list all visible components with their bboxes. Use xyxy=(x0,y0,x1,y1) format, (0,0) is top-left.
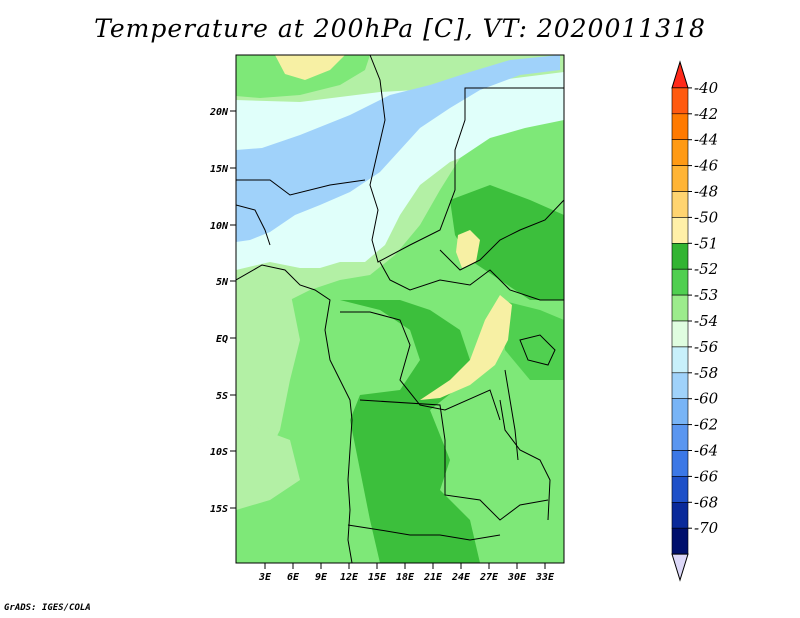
credit-text: GrADS: IGES/COLA xyxy=(4,603,91,613)
lon-label-18e: 18E xyxy=(396,572,415,583)
colorbar-segment xyxy=(671,165,689,192)
lat-label-5s: 5S xyxy=(216,391,228,402)
colorbar-segment xyxy=(671,476,689,503)
map-area xyxy=(236,55,564,563)
colorbar-label: -46 xyxy=(694,157,719,175)
colorbar-label: -54 xyxy=(694,312,718,330)
field-yellow-blob-1 xyxy=(420,295,512,400)
colorbar-label: -60 xyxy=(694,390,719,408)
lat-label-5n: 5N xyxy=(216,277,229,288)
lon-label-27e: 27E xyxy=(479,572,499,583)
lon-label-6e: 6E xyxy=(287,572,300,583)
lake-victoria xyxy=(519,334,556,366)
colorbar-label: -62 xyxy=(694,416,718,434)
lat-label-20n: 20N xyxy=(209,107,229,118)
field-green-east-lake xyxy=(500,300,564,380)
lon-label-24e: 24E xyxy=(451,572,471,583)
lat-label-10s: 10S xyxy=(210,447,228,458)
colorbar-label: -40 xyxy=(694,79,719,97)
field-yellow-blob-2 xyxy=(456,230,480,268)
lat-label-eq: EQ xyxy=(216,334,228,345)
colorbar-label: -64 xyxy=(694,442,718,460)
lon-label-21e: 21E xyxy=(423,572,443,583)
latitude-axis: 20N 15N 10N 5N EQ 5S 10S 15S xyxy=(209,107,236,515)
colorbar-top-arrow xyxy=(671,60,689,89)
lon-label-30e: 30E xyxy=(507,572,527,583)
colorbar-label: -50 xyxy=(694,208,719,226)
field-light-blue xyxy=(236,55,560,242)
lake-tanganyika xyxy=(504,369,519,461)
colorbar-label: -70 xyxy=(694,519,719,537)
colorbar-segment xyxy=(671,243,689,270)
colorbar-label: -53 xyxy=(694,286,718,304)
colorbar-segment xyxy=(671,113,689,141)
lon-label-33e: 33E xyxy=(535,572,555,583)
colorbar-segment xyxy=(671,424,689,451)
map-frame xyxy=(235,54,565,564)
lat-label-15s: 15S xyxy=(210,504,228,515)
colorbar-segment xyxy=(671,268,689,296)
field-dark-green xyxy=(340,300,480,563)
field-lower-light xyxy=(236,420,300,510)
lat-label-10n: 10N xyxy=(210,221,229,232)
lon-label-12e: 12E xyxy=(340,572,359,583)
colorbar-segment xyxy=(671,372,689,399)
lon-label-9e: 9E xyxy=(315,572,328,583)
colorbar-segment xyxy=(671,398,689,425)
colorbar-label: -42 xyxy=(694,105,718,123)
colorbar-segment xyxy=(671,450,689,477)
colorbar-bottom-arrow xyxy=(671,553,689,582)
colorbar-label: -58 xyxy=(694,364,718,382)
colorbar-segment xyxy=(671,294,689,322)
field-dark-green-east xyxy=(450,185,564,300)
field-top-yellow xyxy=(275,55,345,80)
lat-label-15n: 15N xyxy=(210,164,229,175)
colorbar-segment xyxy=(671,320,689,348)
lon-label-15e: 15E xyxy=(368,572,387,583)
coastline-west xyxy=(236,264,353,563)
border-lines xyxy=(236,55,564,541)
colorbar-label: -52 xyxy=(694,260,718,278)
colorbar-label: -44 xyxy=(694,131,718,149)
colorbar-segment xyxy=(671,346,689,374)
colorbar-segment xyxy=(671,139,689,166)
lon-label-3e: 3E xyxy=(258,572,272,583)
colorbar-segment xyxy=(671,501,689,529)
colorbar-label: -48 xyxy=(694,183,718,201)
colorbar-label: -51 xyxy=(694,234,718,252)
colorbar-segment xyxy=(671,191,689,218)
colorbar-label: -68 xyxy=(694,493,718,511)
colorbar-label: -56 xyxy=(694,338,719,356)
longitude-axis: 3E 6E 9E 12E 15E 18E 21E 24E 27E 30E 33E xyxy=(258,563,555,583)
colorbar-segment xyxy=(671,217,689,244)
colorbar: -40 -42 -44 -46 -48 -50 -51 -52 -53 -54 -56 -58 -60 -… xyxy=(671,60,719,582)
colorbar-segment xyxy=(671,527,689,555)
map-title: Temperature at 200hPa [C], VT: 202001131… xyxy=(94,14,706,43)
field-pale-cyan xyxy=(236,72,564,270)
colorbar-segment xyxy=(671,87,689,115)
colorbar-label: -66 xyxy=(694,467,719,485)
boundaries xyxy=(236,55,564,563)
